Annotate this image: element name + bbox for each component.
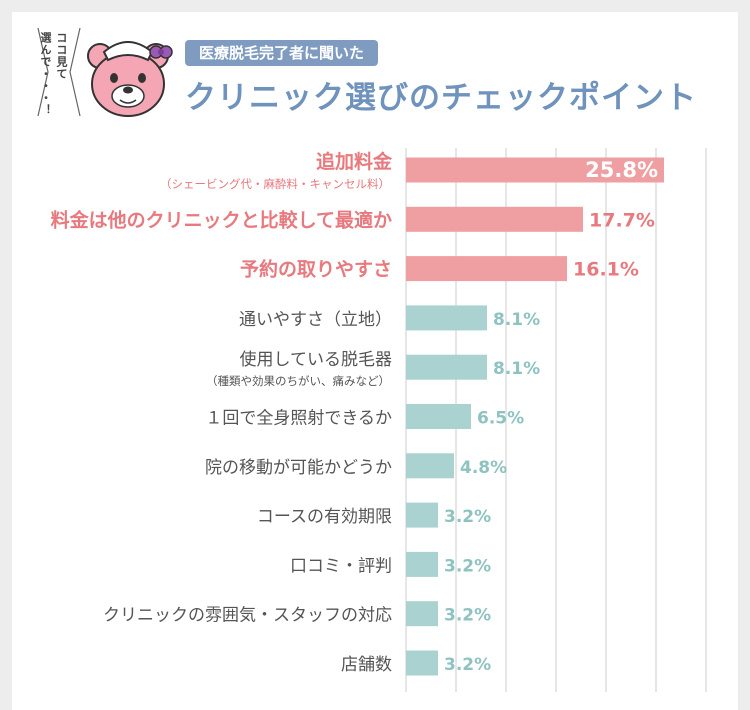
value-label: 8.1% <box>493 359 540 379</box>
category-label: コースの有効期限 <box>257 507 392 527</box>
bar <box>406 354 487 380</box>
infographic-card <box>12 12 738 710</box>
category-label: １回で全身照射できるか <box>205 409 392 429</box>
bar <box>406 551 438 577</box>
nurse-bear-mascot-icon <box>87 41 173 117</box>
value-label: 17.7% <box>589 209 655 231</box>
bar <box>406 601 438 627</box>
category-label: 口コミ・評判 <box>290 556 392 576</box>
bar <box>406 157 664 183</box>
value-label: 16.1% <box>573 259 639 281</box>
category-label: 店舗数 <box>341 655 392 675</box>
category-label: 院の移動が可能かどうか <box>205 458 392 478</box>
category-sublabel: （シェービング代・麻酔料・キャンセル料） <box>160 177 390 191</box>
value-label: 6.5% <box>477 409 524 429</box>
side-note-line2: 選んで・・・！ <box>39 32 52 116</box>
subtitle-badge: 医療脱毛完了者に聞いた <box>185 40 379 66</box>
category-label: 通いやすさ（立地） <box>239 310 392 330</box>
category-label: 予約の取りやすさ <box>240 258 392 281</box>
category-label: 使用している脱毛器 <box>240 349 393 370</box>
bar <box>406 206 583 232</box>
category-label: 追加料金 <box>316 150 393 173</box>
bar <box>406 305 487 331</box>
side-note: ココ見て 選んで・・・！ <box>36 24 82 120</box>
category-label: 料金は他のクリニックと比較して最適か <box>51 208 392 231</box>
value-label: 8.1% <box>493 310 540 330</box>
side-note-bracket <box>37 27 81 117</box>
bar <box>406 453 454 479</box>
bar <box>406 502 438 528</box>
bar <box>406 256 567 282</box>
chart-title: クリニック選びのチェックポイント <box>185 80 697 116</box>
value-label: 3.2% <box>444 556 491 576</box>
value-label: 3.2% <box>444 655 491 675</box>
bar <box>406 650 438 676</box>
category-label: クリニックの雰囲気・スタッフの対応 <box>103 606 392 626</box>
value-label: 4.8% <box>460 458 507 478</box>
category-sublabel: （種類や効果のちがい、痛みなど） <box>206 374 390 388</box>
bar <box>406 404 471 429</box>
side-note-line1: ココ見て <box>55 32 68 80</box>
value-label: 3.2% <box>444 606 491 626</box>
value-label: 3.2% <box>444 507 491 527</box>
value-label: 25.8% <box>585 158 658 182</box>
